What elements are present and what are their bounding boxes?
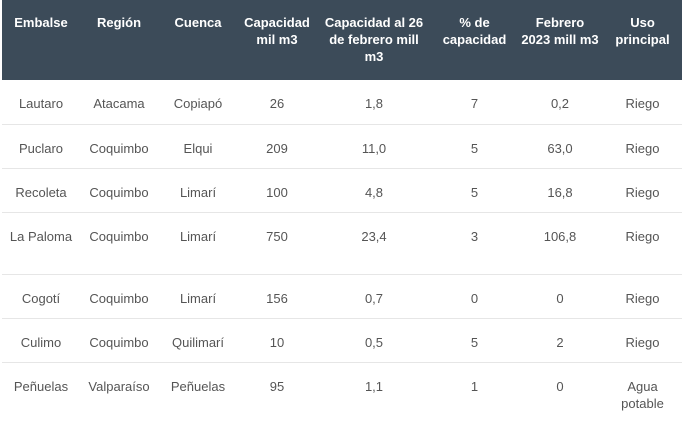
table-row: Puclaro Coquimbo Elqui 209 11,0 5 63,0 R… <box>2 124 682 169</box>
cell-cuenca: Elqui <box>158 124 238 169</box>
cell-cuenca: Limarí <box>158 168 238 213</box>
cell-uso-principal: Riego <box>603 318 682 363</box>
cell-capacidad: 156 <box>238 274 316 319</box>
cell-febrero-2023: 106,8 <box>517 212 603 275</box>
cell-porcentaje-capacidad: 0 <box>432 274 517 319</box>
cell-region: Coquimbo <box>80 318 158 363</box>
cell-febrero-2023: 2 <box>517 318 603 363</box>
header-uso-principal: Uso principal <box>615 15 670 47</box>
table-row: Recoleta Coquimbo Limarí 100 4,8 5 16,8 … <box>2 168 682 213</box>
cell-cuenca: Quilimarí <box>158 318 238 363</box>
cell-cuenca: Copiapó <box>158 80 238 125</box>
table-row: La Paloma Coquimbo Limarí 750 23,4 3 106… <box>2 212 682 275</box>
table-row: Peñuelas Valparaíso Peñuelas 95 1,1 1 0 … <box>2 362 682 424</box>
cell-capacidad-26-febrero: 1,8 <box>316 80 432 125</box>
cell-embalse: Culimo <box>2 318 80 363</box>
table-row: Lautaro Atacama Copiapó 26 1,8 7 0,2 Rie… <box>2 80 682 125</box>
cell-uso-principal: Riego <box>603 124 682 169</box>
cell-capacidad: 26 <box>238 80 316 125</box>
cell-uso-principal: Riego <box>603 168 682 213</box>
table-row: Culimo Coquimbo Quilimarí 10 0,5 5 2 Rie… <box>2 318 682 363</box>
cell-capacidad-26-febrero: 23,4 <box>316 212 432 275</box>
table-header: Embalse Región Cuenca Capacidad mil m3 C… <box>2 0 682 80</box>
cell-febrero-2023: 16,8 <box>517 168 603 213</box>
cell-capacidad-26-febrero: 11,0 <box>316 124 432 169</box>
cell-capacidad-26-febrero: 0,5 <box>316 318 432 363</box>
cell-embalse: Peñuelas <box>13 378 69 394</box>
cell-region: Coquimbo <box>80 168 158 213</box>
cell-capacidad-26-febrero: 1,1 <box>364 378 384 394</box>
header-embalse: Embalse <box>14 15 68 30</box>
cell-uso-principal: Riego <box>603 212 682 275</box>
cell-embalse: Puclaro <box>2 124 80 169</box>
cell-porcentaje-capacidad: 7 <box>432 80 517 125</box>
cell-embalse: Cogotí <box>2 274 80 319</box>
header-capacidad-26-febrero: Capacidad al 26 de febrero mill m3 <box>324 15 424 64</box>
header-capacidad: Capacidad mil m3 <box>244 15 310 47</box>
cell-capacidad: 95 <box>269 378 285 394</box>
cell-porcentaje-capacidad: 3 <box>432 212 517 275</box>
table-body: Lautaro Atacama Copiapó 26 1,8 7 0,2 Rie… <box>2 80 682 424</box>
cell-region: Coquimbo <box>80 274 158 319</box>
cell-porcentaje-capacidad: 5 <box>432 124 517 169</box>
cell-porcentaje-capacidad: 5 <box>432 168 517 213</box>
cell-porcentaje-capacidad: 1 <box>470 378 479 394</box>
header-febrero-2023: Febrero 2023 mill m3 <box>521 15 599 47</box>
cell-capacidad: 100 <box>238 168 316 213</box>
cell-uso-principal: Riego <box>603 80 682 125</box>
cell-uso-principal: Riego <box>603 274 682 319</box>
cell-capacidad-26-febrero: 0,7 <box>316 274 432 319</box>
cell-region: Coquimbo <box>80 124 158 169</box>
cell-capacidad-26-febrero: 4,8 <box>316 168 432 213</box>
cell-capacidad: 750 <box>238 212 316 275</box>
cell-region: Coquimbo <box>80 212 158 275</box>
cell-region: Atacama <box>80 80 158 125</box>
cell-embalse: Recoleta <box>2 168 80 213</box>
cell-embalse: La Paloma <box>2 212 80 275</box>
header-row: Embalse Región Cuenca Capacidad mil m3 C… <box>2 0 682 80</box>
table-row: Cogotí Coquimbo Limarí 156 0,7 0 0 Riego <box>2 274 682 319</box>
cell-febrero-2023: 0,2 <box>517 80 603 125</box>
cell-capacidad: 209 <box>238 124 316 169</box>
cell-cuenca: Limarí <box>158 274 238 319</box>
cell-febrero-2023: 0 <box>556 378 564 394</box>
cell-embalse: Lautaro <box>2 80 80 125</box>
cell-cuenca: Limarí <box>158 212 238 275</box>
cell-region: Valparaíso <box>88 378 150 394</box>
header-porcentaje-capacidad: % de capacidad <box>442 15 507 47</box>
header-cuenca: Cuenca <box>174 15 222 30</box>
cell-capacidad: 10 <box>238 318 316 363</box>
cell-cuenca: Peñuelas <box>170 378 226 394</box>
cell-porcentaje-capacidad: 5 <box>432 318 517 363</box>
header-region: Región <box>96 15 142 30</box>
cell-uso-principal: Agua potable <box>621 378 664 411</box>
cell-febrero-2023: 0 <box>517 274 603 319</box>
cell-febrero-2023: 63,0 <box>517 124 603 169</box>
